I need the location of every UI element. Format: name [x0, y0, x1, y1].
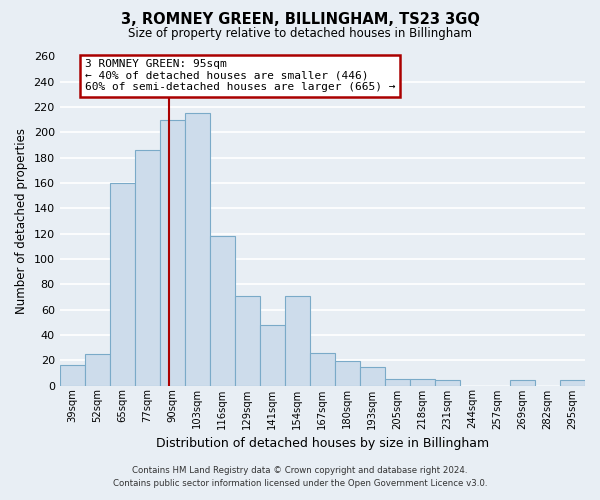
- Text: 3 ROMNEY GREEN: 95sqm
← 40% of detached houses are smaller (446)
60% of semi-det: 3 ROMNEY GREEN: 95sqm ← 40% of detached …: [85, 59, 395, 92]
- Bar: [360, 366, 385, 386]
- Bar: [185, 114, 210, 386]
- Bar: [260, 325, 285, 386]
- Bar: [560, 380, 585, 386]
- Bar: [59, 366, 85, 386]
- X-axis label: Distribution of detached houses by size in Billingham: Distribution of detached houses by size …: [156, 437, 489, 450]
- Bar: [235, 296, 260, 386]
- Y-axis label: Number of detached properties: Number of detached properties: [15, 128, 28, 314]
- Bar: [410, 379, 435, 386]
- Bar: [510, 380, 535, 386]
- Text: Contains HM Land Registry data © Crown copyright and database right 2024.
Contai: Contains HM Land Registry data © Crown c…: [113, 466, 487, 487]
- Bar: [110, 183, 135, 386]
- Bar: [285, 296, 310, 386]
- Bar: [435, 380, 460, 386]
- Bar: [210, 236, 235, 386]
- Bar: [385, 379, 410, 386]
- Bar: [85, 354, 110, 386]
- Bar: [160, 120, 185, 386]
- Bar: [310, 352, 335, 386]
- Text: 3, ROMNEY GREEN, BILLINGHAM, TS23 3GQ: 3, ROMNEY GREEN, BILLINGHAM, TS23 3GQ: [121, 12, 479, 28]
- Bar: [135, 150, 160, 386]
- Text: Size of property relative to detached houses in Billingham: Size of property relative to detached ho…: [128, 28, 472, 40]
- Bar: [335, 362, 360, 386]
